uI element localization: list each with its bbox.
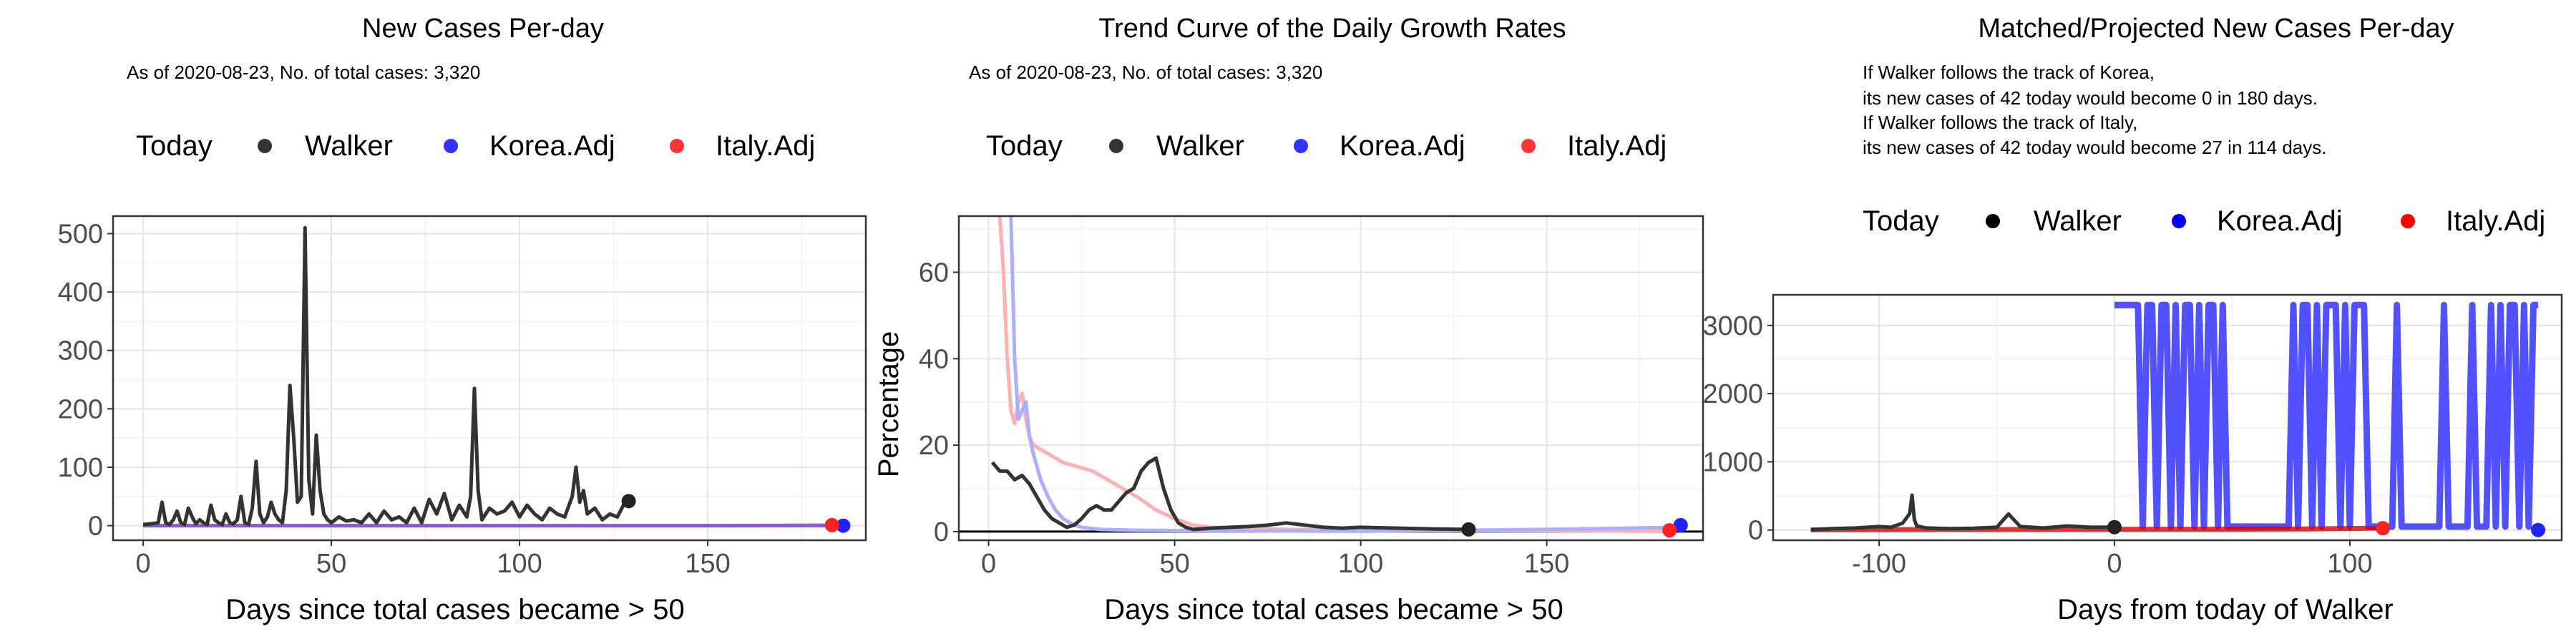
panel1-title: New Cases Per-day (362, 14, 604, 44)
panel2-title: Trend Curve of the Daily Growth Rates (1098, 14, 1566, 44)
legend-key-italy (670, 139, 684, 153)
series-line-korea-adj (2114, 301, 2539, 530)
legend-label-italy: Italy.Adj (1567, 130, 1667, 162)
y-tick-label: 400 (58, 278, 103, 308)
y-tick-label: 200 (58, 394, 103, 424)
legend-key-korea (2172, 214, 2186, 228)
panel-projected: Matched/Projected New Cases Per-day If W… (1702, 14, 2563, 625)
x-tick-label: 0 (2107, 549, 2122, 579)
panel1-plot-area: 0 50 100 150 0 100 200 300 400 500 (58, 215, 867, 579)
y-tick-label: 20 (919, 431, 949, 461)
panel3-x-axis-label: Days from today of Walker (2057, 594, 2394, 625)
y-tick-label: 40 (919, 344, 949, 374)
legend-key-walker (1109, 139, 1123, 153)
today-point-korea-adj (836, 518, 851, 533)
today-point-italy-adj (824, 517, 839, 532)
y-tick-label: 300 (58, 336, 103, 366)
series-line-walker (142, 225, 630, 527)
y-tick-label: 2000 (1702, 379, 1763, 409)
y-tick-label: 0 (1748, 516, 1763, 546)
panel1-legend: Today Walker Korea.Adj Italy.Adj (136, 130, 815, 162)
panel2-subtitle-line: As of 2020-08-23, No. of total cases: 3,… (969, 62, 1322, 83)
x-tick-label: 50 (1159, 549, 1189, 579)
legend-key-walker (1986, 214, 2000, 228)
legend-label-italy: Italy.Adj (716, 130, 815, 162)
y-tick-label: 60 (919, 258, 949, 288)
y-tick-label: 3000 (1702, 311, 1763, 341)
legend-label-korea: Korea.Adj (2217, 205, 2343, 237)
panel3-subtitle-line: If Walker follows the track of Korea, (1863, 62, 2155, 83)
panel2-y-axis-label: Percentage (873, 331, 904, 478)
panel2-legend: Today Walker Korea.Adj Italy.Adj (986, 130, 1667, 162)
x-tick-label: 100 (2327, 549, 2372, 579)
series-line-walker (1810, 493, 2115, 532)
x-tick-label: 0 (136, 549, 151, 579)
plot-background (113, 216, 866, 540)
panel2-plot-area: 0 50 100 150 0 20 40 60 (919, 215, 1704, 579)
x-tick-label: -100 (1852, 549, 1906, 579)
x-tick-label: 100 (1338, 549, 1383, 579)
plot-border (112, 215, 867, 542)
panel3-subtitle-line: its new cases of 42 today would become 2… (1863, 137, 2326, 158)
legend-key-korea (1294, 139, 1308, 153)
x-tick-label: 150 (1524, 549, 1569, 579)
legend-label-italy: Italy.Adj (2446, 205, 2545, 237)
panel-growth-rates: Trend Curve of the Daily Growth Rates As… (873, 14, 1704, 625)
legend-title: Today (136, 130, 213, 162)
today-point-walker (2107, 519, 2122, 535)
today-point-italy-adj (2375, 521, 2390, 536)
today-point-korea-adj (1673, 517, 1688, 532)
plot-border (1772, 293, 2563, 542)
x-tick-label: 100 (497, 549, 542, 579)
plot-border (957, 215, 1704, 542)
plot-background (959, 216, 1703, 540)
x-tick-label: 150 (685, 549, 730, 579)
panel2-x-axis-label: Days since total cases became > 50 (1104, 594, 1563, 625)
panel-new-cases: New Cases Per-day As of 2020-08-23, No. … (58, 14, 867, 625)
y-tick-label: 1000 (1702, 447, 1763, 477)
legend-key-italy (2401, 214, 2415, 228)
legend-key-korea (444, 139, 458, 153)
today-point-korea-adj (2531, 522, 2546, 537)
series-line-walker (990, 456, 1469, 532)
panel3-subtitle-line: its new cases of 42 today would become 0… (1863, 87, 2318, 109)
legend-key-walker (258, 139, 272, 153)
x-tick-label: 0 (981, 549, 996, 579)
today-point-walker (621, 494, 636, 509)
legend-key-italy (1521, 139, 1536, 153)
series-line-italy-adj (1810, 525, 2384, 532)
panel1-subtitle-line: As of 2020-08-23, No. of total cases: 3,… (127, 62, 480, 83)
legend-title: Today (1863, 205, 1939, 237)
today-point-walker (1461, 522, 1476, 537)
y-tick-label: 0 (934, 517, 949, 547)
legend-title: Today (986, 130, 1063, 162)
y-tick-label: 500 (58, 219, 103, 249)
legend-label-korea: Korea.Adj (489, 130, 615, 162)
panel3-legend: Today Walker Korea.Adj Italy.Adj (1863, 205, 2545, 237)
y-tick-label: 0 (88, 512, 103, 542)
series-line-korea-adj (1009, 216, 1681, 533)
panel1-x-axis-label: Days since total cases became > 50 (225, 594, 684, 625)
legend-label-walker: Walker (305, 130, 393, 162)
y-tick-label: 100 (58, 453, 103, 483)
legend-label-korea: Korea.Adj (1340, 130, 1465, 162)
series-line-italy-adj (997, 216, 1670, 533)
legend-label-walker: Walker (1156, 130, 1244, 162)
today-point-italy-adj (1662, 523, 1677, 538)
panel3-subtitle-line: If Walker follows the track of Italy, (1863, 112, 2137, 133)
legend-label-walker: Walker (2034, 205, 2122, 237)
x-tick-label: 50 (316, 549, 346, 579)
panel3-title: Matched/Projected New Cases Per-day (1978, 14, 2454, 44)
